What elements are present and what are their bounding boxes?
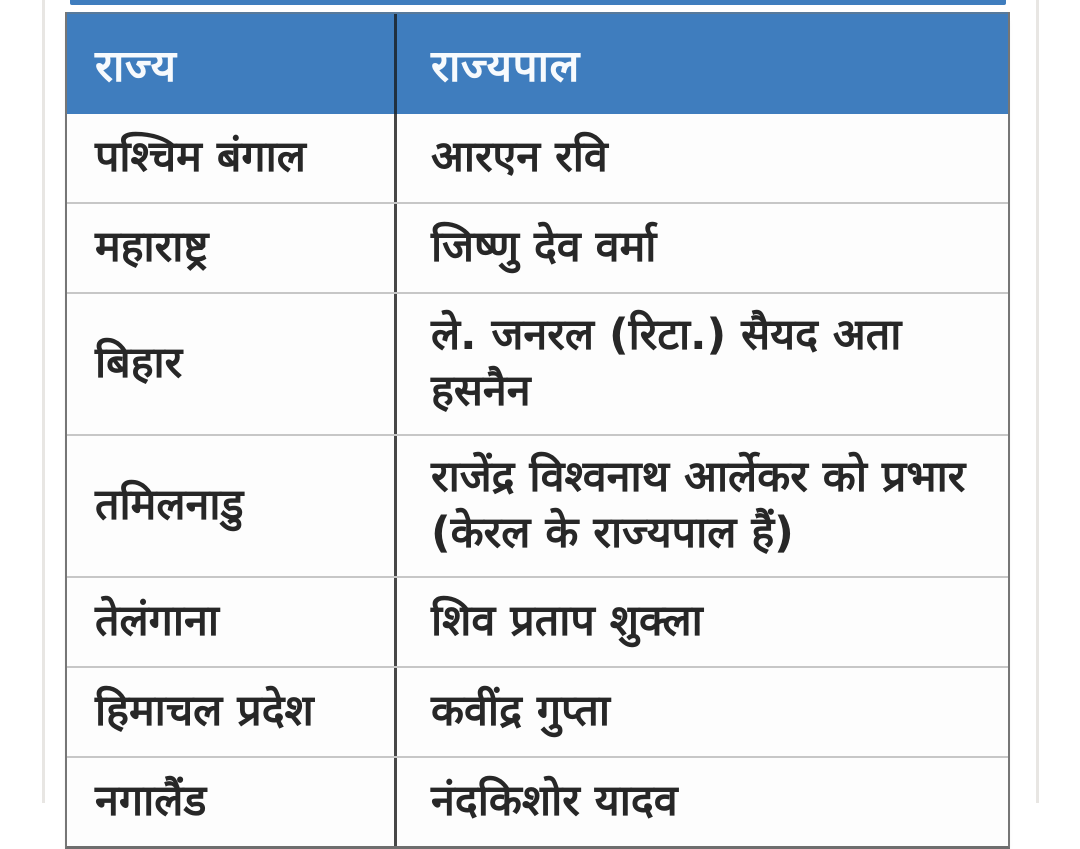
states-governors-table: राज्य राज्यपाल पश्चिम बंगाल आरएन रवि महारा… <box>65 12 1010 849</box>
header-governor-label: राज्यपाल <box>431 41 580 92</box>
state-name: तमिलनाडु <box>95 479 244 530</box>
table-row: बिहार ले. जनरल (रिटा.) सैयद अता हसनैन <box>67 292 1008 434</box>
governor-cell: कवींद्र गुप्ता <box>394 667 1008 756</box>
table-header-row: राज्य राज्यपाल <box>67 12 1008 114</box>
state-name: हिमाचल प्रदेश <box>95 685 314 736</box>
governor-cell: नंदकिशोर यादव <box>394 757 1008 846</box>
header-state-label: राज्य <box>95 41 177 92</box>
governor-name: कवींद्र गुप्ता <box>431 685 610 736</box>
state-name: पश्चिम बंगाल <box>95 132 306 183</box>
table-row: हिमाचल प्रदेश कवींद्र गुप्ता <box>67 665 1008 756</box>
state-name: महाराष्ट्र <box>95 222 209 273</box>
table-row: तमिलनाडु राजेंद्र विश्वनाथ आर्लेकर को प्र… <box>67 433 1008 576</box>
state-cell: तेलंगाना <box>67 578 394 666</box>
governor-cell: आरएन रवि <box>394 114 1008 202</box>
governor-name: शिव प्रताप शुक्ला <box>431 595 703 646</box>
table-row: तेलंगाना शिव प्रताप शुक्ला <box>67 575 1008 666</box>
state-cell: पश्चिम बंगाल <box>67 114 394 202</box>
right-edge-artifact-line <box>1036 0 1039 803</box>
table-row: महाराष्ट्र जिष्णु देव वर्मा <box>67 202 1008 292</box>
state-cell: हिमाचल प्रदेश <box>67 668 394 756</box>
state-name: तेलंगाना <box>95 595 220 646</box>
cropped-top-row-sliver <box>70 0 1006 5</box>
state-cell: महाराष्ट्र <box>67 204 394 292</box>
governor-name: राजेंद्र विश्वनाथ आर्लेकर को प्रभार (केर… <box>431 451 966 558</box>
table-row: नगालैंड नंदकिशोर यादव <box>67 755 1008 846</box>
governor-cell: राजेंद्र विश्वनाथ आर्लेकर को प्रभार (केर… <box>394 435 1008 576</box>
governor-cell: जिष्णु देव वर्मा <box>394 204 1008 292</box>
governor-name: जिष्णु देव वर्मा <box>431 222 657 273</box>
state-cell: बिहार <box>67 294 394 434</box>
governor-name: ले. जनरल (रिटा.) सैयद अता हसनैन <box>431 310 902 416</box>
header-governor-cell: राज्यपाल <box>394 14 1008 114</box>
header-state-cell: राज्य <box>67 14 394 114</box>
state-name: नगालैंड <box>95 775 207 826</box>
governor-name: आरएन रवि <box>431 132 608 183</box>
table-row: पश्चिम बंगाल आरएन रवि <box>67 114 1008 202</box>
left-edge-artifact-line <box>42 0 45 803</box>
governor-name: नंदकिशोर यादव <box>431 775 678 826</box>
state-cell: तमिलनाडु <box>67 436 394 576</box>
state-cell: नगालैंड <box>67 758 394 846</box>
state-name: बिहार <box>95 337 183 388</box>
governor-cell: शिव प्रताप शुक्ला <box>394 577 1008 666</box>
governor-cell: ले. जनरल (रिटा.) सैयद अता हसनैन <box>394 294 1008 434</box>
table-body: पश्चिम बंगाल आरएन रवि महाराष्ट्र जिष्णु देव… <box>67 114 1008 846</box>
